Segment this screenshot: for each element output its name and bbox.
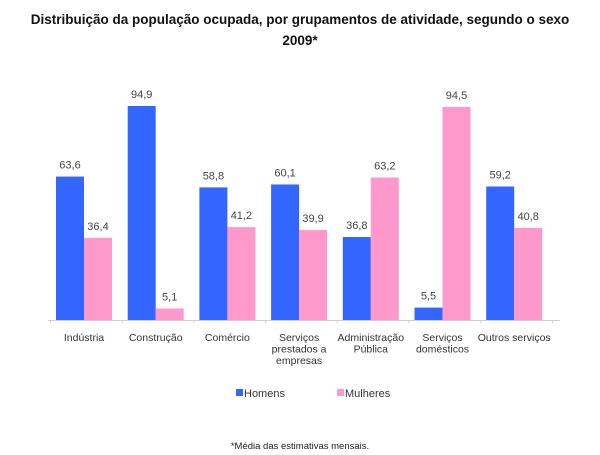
data-label: 58,8 (203, 170, 224, 182)
legend-swatch-homens (236, 389, 243, 396)
data-label: 94,9 (131, 89, 152, 101)
chart-subtitle: 2009* (282, 33, 318, 48)
footnote: *Média das estimativas mensais. (230, 441, 370, 452)
category-label: empresas (276, 355, 322, 367)
bar-homens (342, 237, 371, 320)
data-label: 39,9 (302, 213, 323, 225)
bar-mulheres (514, 227, 543, 320)
bar-mulheres (370, 177, 399, 320)
bar-mulheres (84, 237, 112, 320)
data-label: 36,8 (346, 220, 367, 232)
data-label: 5,1 (162, 291, 177, 303)
category-label: Serviços (422, 332, 462, 344)
category-label: domésticos (416, 344, 469, 356)
bar-mulheres (155, 308, 184, 320)
data-label: 63,2 (374, 160, 395, 172)
bar-homens (414, 307, 443, 320)
data-label: 59,2 (489, 170, 510, 182)
bar-homens (199, 187, 228, 320)
legend-label-mulheres: Mulheres (345, 388, 391, 400)
category-label: Outros serviços (478, 332, 551, 344)
category-label: Comércio (205, 332, 250, 344)
category-label: Administração (338, 332, 405, 344)
bar-homens (56, 176, 84, 320)
bar-mulheres (227, 227, 256, 320)
bar-homens (127, 106, 156, 320)
bar-mulheres (299, 230, 328, 320)
data-label: 5,5 (421, 291, 436, 303)
data-label: 63,6 (59, 160, 80, 172)
bar-homens (271, 184, 300, 320)
data-label: 40,8 (517, 211, 538, 223)
data-label: 36,4 (87, 221, 108, 233)
category-label: Construção (129, 332, 183, 344)
bar-homens (486, 186, 515, 320)
category-label: Serviços (279, 332, 319, 344)
bar-mulheres (442, 106, 471, 320)
legend-swatch-mulheres (337, 389, 344, 396)
category-label: prestados a (272, 344, 327, 356)
data-label: 60,1 (274, 167, 295, 179)
category-label: Pública (354, 344, 389, 356)
data-label: 41,2 (231, 210, 252, 222)
legend-label-homens: Homens (244, 388, 285, 400)
data-label: 94,5 (446, 90, 467, 102)
category-label: Indústria (64, 332, 104, 344)
chart-title: Distribuição da população ocupada, por g… (30, 12, 570, 27)
